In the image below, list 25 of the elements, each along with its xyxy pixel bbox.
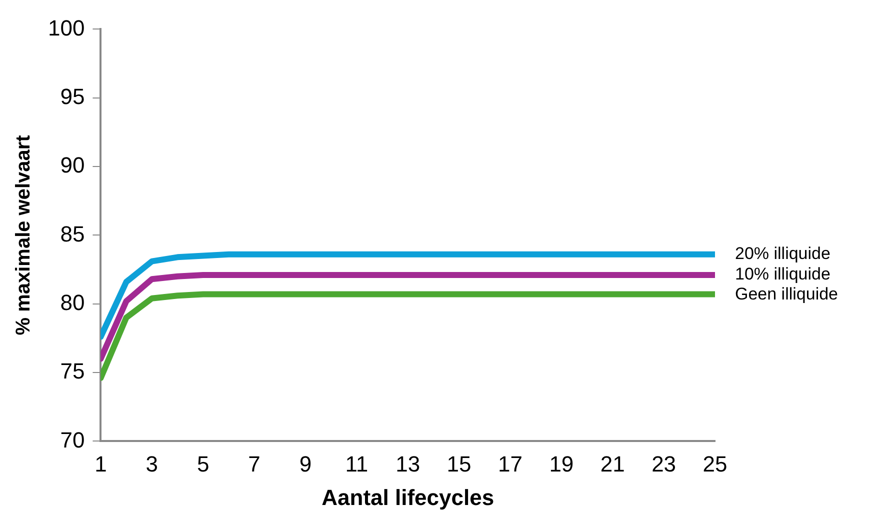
y-tick-label: 85 bbox=[60, 221, 85, 246]
x-tick-label: 1 bbox=[94, 451, 107, 476]
y-tick-label: 80 bbox=[60, 290, 85, 315]
series-label: Geen illiquide bbox=[735, 284, 838, 304]
x-tick-label: 23 bbox=[652, 451, 676, 476]
y-tick-label: 75 bbox=[60, 358, 85, 384]
x-tick-label: 13 bbox=[396, 451, 420, 476]
y-tick-label: 95 bbox=[60, 84, 85, 109]
x-tick-label: 15 bbox=[446, 451, 472, 476]
series-label: 20% illiquide bbox=[735, 244, 830, 264]
x-axis-title: Aantal lifecycles bbox=[322, 484, 494, 510]
x-tick-label: 21 bbox=[600, 451, 625, 476]
x-tick-label: 19 bbox=[549, 451, 574, 476]
x-tick-label: 9 bbox=[299, 451, 312, 476]
x-tick-label: 17 bbox=[498, 451, 522, 476]
y-tick-label: 90 bbox=[60, 152, 85, 178]
x-tick-label: 25 bbox=[702, 451, 728, 476]
x-tick-label: 11 bbox=[345, 451, 368, 476]
x-tick-label: 5 bbox=[196, 451, 210, 476]
y-axis-title: % maximale welvaart bbox=[12, 134, 35, 336]
y-tick-label: 100 bbox=[48, 15, 85, 40]
series-label: 10% illiquide bbox=[735, 264, 830, 284]
y-tick-label: 70 bbox=[60, 427, 85, 452]
x-tick-label: 7 bbox=[248, 451, 260, 476]
x-tick-label: 3 bbox=[146, 451, 158, 476]
